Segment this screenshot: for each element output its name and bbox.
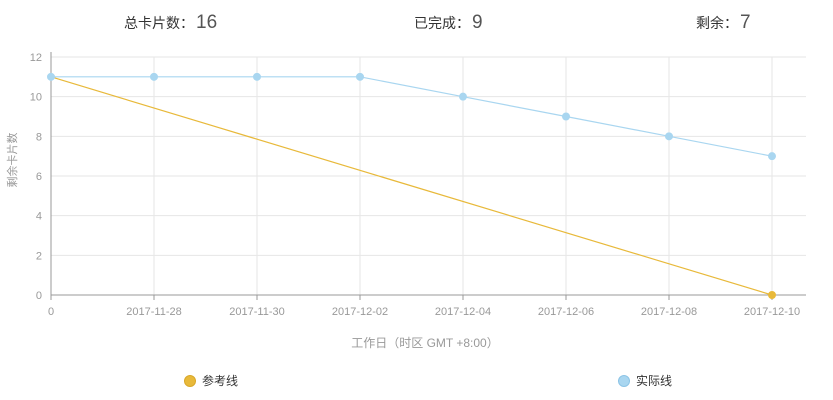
- x-tick-label: 2017-12-04: [435, 306, 491, 318]
- x-tick-label: 2017-12-06: [538, 306, 594, 318]
- series-point-actual: [562, 112, 570, 121]
- y-axis-label: 剩余卡片数: [5, 133, 19, 188]
- legend-item-reference[interactable]: 参考线: [184, 372, 238, 389]
- stat-total-cards: 总卡片数： 16: [124, 12, 217, 34]
- legend-item-actual[interactable]: 实际线: [618, 372, 672, 389]
- axes: 0 2 4 6 8 10 12 0 2017-11-28 2017-11-30 2017-12-02…: [30, 52, 806, 318]
- legend-reference-label: 参考线: [202, 374, 239, 388]
- y-tick-label: 10: [30, 92, 42, 104]
- legend-actual-marker: [618, 374, 630, 387]
- x-tick-label: 2017-11-30: [229, 306, 284, 318]
- stat-completed: 已完成： 9: [414, 12, 483, 34]
- stat-remaining-label: 剩余：: [696, 15, 738, 31]
- series-point-reference: [768, 291, 776, 299]
- x-tick-label: 2017-12-02: [332, 306, 388, 318]
- series-point-actual: [47, 72, 55, 81]
- series-point-actual: [665, 132, 673, 141]
- series-point-actual: [459, 92, 467, 101]
- y-tick-label: 2: [36, 250, 42, 262]
- burndown-chart: 0 2 4 6 8 10 12 0 2017-11-28 2017-11-30 2017-12-02…: [5, 52, 806, 350]
- y-tick-label: 4: [36, 211, 42, 223]
- series-point-actual: [150, 72, 158, 81]
- x-axis-label: 工作日（时区 GMT +8:00）: [351, 336, 498, 350]
- series-line-actual: [51, 76, 773, 157]
- y-tick-label: 0: [36, 290, 42, 302]
- stats-header: 总卡片数： 16 已完成： 9 剩余： 7: [0, 0, 833, 44]
- legend: 参考线 实际线: [0, 372, 833, 392]
- y-tick-label: 6: [36, 171, 42, 183]
- x-tick-label: 2017-11-28: [126, 306, 181, 318]
- x-tick-label: 0: [48, 306, 54, 318]
- y-tick-label: 8: [36, 131, 42, 143]
- series-line-reference: [50, 76, 773, 296]
- legend-reference-marker: [184, 374, 196, 387]
- stat-remaining-value: 7: [740, 12, 751, 33]
- stat-remaining: 剩余： 7: [696, 12, 751, 34]
- x-tick-label: 2017-12-10: [744, 306, 800, 318]
- series-point-actual: [253, 72, 261, 81]
- y-tick-label: 12: [30, 52, 42, 64]
- series: [47, 72, 776, 299]
- stat-completed-value: 9: [472, 12, 483, 33]
- stat-total-value: 16: [196, 12, 218, 33]
- series-point-actual: [356, 72, 364, 81]
- grid: [51, 56, 806, 295]
- x-tick-label: 2017-12-08: [641, 306, 697, 318]
- legend-actual-label: 实际线: [636, 374, 673, 388]
- stat-completed-label: 已完成：: [414, 15, 470, 31]
- series-point-actual: [768, 152, 776, 161]
- stat-total-label: 总卡片数：: [124, 15, 194, 31]
